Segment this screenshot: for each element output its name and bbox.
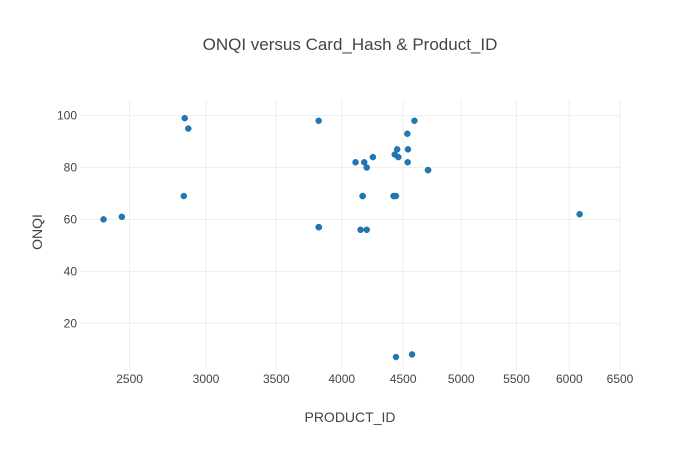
data-point[interactable]: [392, 353, 400, 361]
x-tick-label: 5500: [503, 372, 530, 386]
data-point[interactable]: [363, 164, 370, 171]
data-point[interactable]: [352, 159, 359, 166]
y-tick-label: 100: [57, 109, 77, 123]
data-point[interactable]: [404, 159, 411, 166]
y-axis-title: ONQI: [29, 214, 45, 250]
x-tick-label: 6000: [556, 372, 583, 386]
axis-ticks: 2500 3000 3500 4000 4500 5000 5500 6000 6500 20 40…: [57, 109, 634, 386]
data-point[interactable]: [408, 351, 416, 358]
chart-title: ONQI versus Card_Hash & Product_ID: [203, 35, 498, 54]
data-point[interactable]: [395, 153, 402, 161]
data-point[interactable]: [357, 226, 364, 234]
x-tick-label: 4000: [328, 372, 355, 386]
x-axis-title: PRODUCT_ID: [304, 409, 395, 425]
data-point[interactable]: [392, 192, 400, 200]
data-point[interactable]: [359, 192, 367, 200]
data-point[interactable]: [363, 226, 370, 234]
data-point[interactable]: [118, 213, 126, 221]
data-points: [100, 114, 583, 361]
y-tick-label: 60: [64, 212, 78, 226]
data-point[interactable]: [404, 146, 412, 153]
x-tick-label: 5000: [448, 372, 475, 386]
data-point[interactable]: [393, 146, 401, 153]
data-point[interactable]: [424, 166, 432, 174]
x-tick-label: 3000: [193, 372, 220, 386]
data-point[interactable]: [315, 117, 322, 125]
y-tick-label: 20: [64, 316, 78, 330]
data-point[interactable]: [576, 210, 583, 218]
data-point[interactable]: [181, 114, 188, 122]
data-point[interactable]: [360, 159, 368, 166]
data-point[interactable]: [404, 130, 411, 137]
y-tick-label: 80: [64, 161, 78, 175]
y-tick-label: 40: [64, 264, 78, 278]
data-point[interactable]: [411, 117, 418, 125]
grid-lines: [80, 100, 621, 370]
x-tick-label: 3500: [263, 372, 290, 386]
data-point[interactable]: [180, 192, 188, 200]
data-point[interactable]: [100, 216, 107, 223]
data-point[interactable]: [369, 153, 377, 161]
data-point[interactable]: [315, 223, 323, 231]
x-tick-label: 4500: [390, 372, 417, 386]
x-tick-label: 6500: [607, 372, 634, 386]
data-point[interactable]: [185, 125, 192, 132]
x-tick-label: 2500: [116, 372, 143, 386]
